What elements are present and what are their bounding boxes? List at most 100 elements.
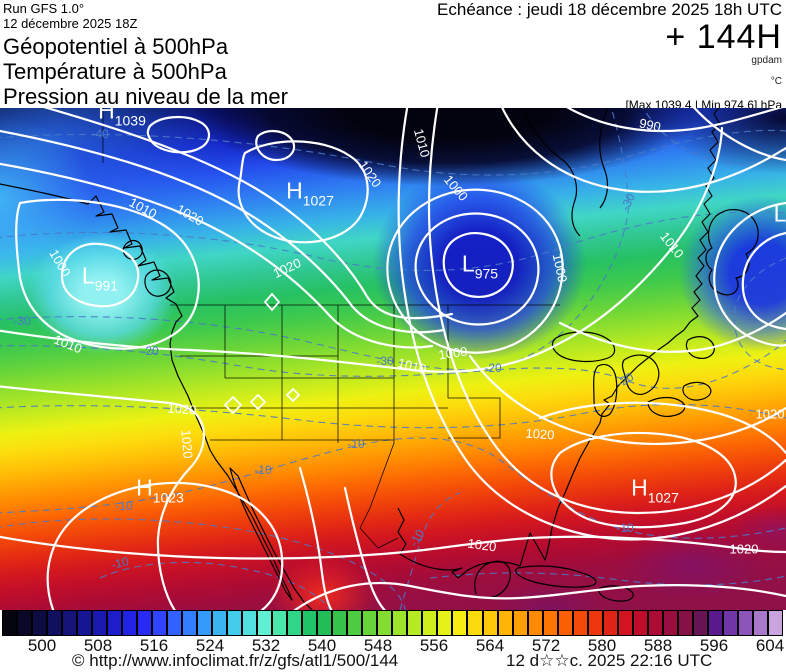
scale-cell — [63, 611, 77, 635]
scale-cell — [483, 611, 497, 635]
run-date-label: 12 décembre 2025 18Z — [3, 16, 138, 31]
scale-cell — [348, 611, 362, 635]
color-scale-bar — [2, 610, 783, 636]
isotherm-label: -30 — [617, 191, 639, 213]
scale-cell — [3, 611, 17, 635]
isobar-label: 1000 — [46, 246, 74, 280]
scale-tick-label: 596 — [699, 636, 729, 655]
isobar-label: 1000 — [440, 172, 472, 204]
isobar-label: 1020 — [729, 541, 759, 557]
scale-cell — [198, 611, 212, 635]
pressure-center-h1039: H1039 — [98, 108, 146, 129]
title-geopotential: Géopotentiel à 500hPa — [3, 34, 229, 59]
scale-cell — [618, 611, 632, 635]
scale-tick-label: 572 — [531, 636, 561, 655]
scale-cell — [288, 611, 302, 635]
scale-cell — [228, 611, 242, 635]
scale-cell — [633, 611, 647, 635]
scale-labels: 500 508 516 524 532 540 548 556 564 572 580 588 596 6… — [0, 636, 786, 655]
unit-gpdam-label: gpdam — [751, 55, 782, 66]
scale-cell — [423, 611, 437, 635]
scale-cell — [753, 611, 767, 635]
isobar-label: 1020 — [755, 406, 785, 422]
scale-cell — [648, 611, 662, 635]
scale-tick-label: 604 — [755, 636, 785, 655]
isobar-label: 1020 — [525, 425, 555, 443]
scale-cell — [408, 611, 422, 635]
scale-cell — [333, 611, 347, 635]
title-pressure: Pression au niveau de la mer — [3, 84, 288, 109]
isobar-label: 1010 — [396, 355, 428, 377]
isobar-label: 1000 — [437, 343, 469, 363]
isobar-label: 1020 — [167, 400, 197, 418]
isotherm-label: -40 — [91, 127, 109, 141]
isotherm-label: -30 — [376, 354, 394, 368]
scale-cell — [78, 611, 92, 635]
isobar-label: 1000 — [549, 252, 571, 284]
scale-tick-label: 500 — [27, 636, 57, 655]
isobar-label: 1010 — [51, 331, 85, 357]
title-temperature: Température à 500hPa — [3, 59, 227, 84]
scale-cell — [18, 611, 32, 635]
pressure-center-l: L — [773, 200, 786, 227]
isotherm-label: -10 — [616, 521, 634, 535]
pressure-center-l975: L975 — [461, 250, 499, 282]
scale-cell — [153, 611, 167, 635]
pressure-center-l991: L991 — [81, 262, 119, 294]
pressure-center-h1023: H1023 — [136, 474, 184, 506]
footer: © http://www.infoclimat.fr/z/gfs/atl1/50… — [0, 651, 786, 671]
isobar-label: 1010 — [411, 127, 433, 159]
temperature-contours — [0, 108, 786, 610]
isotherm-label: -10 — [254, 463, 272, 477]
header: Run GFS 1.0° 12 décembre 2025 18Z Géopot… — [0, 0, 786, 112]
scale-tick-label: 524 — [195, 636, 225, 655]
scale-tick-label: 588 — [643, 636, 673, 655]
small-contour-pockets — [223, 292, 301, 415]
scale-cell — [363, 611, 377, 635]
scale-cell — [498, 611, 512, 635]
scale-cell — [708, 611, 722, 635]
scale-cell — [678, 611, 692, 635]
scale-cell — [513, 611, 527, 635]
isotherm-label: -20 — [141, 344, 159, 358]
scale-cell — [123, 611, 137, 635]
isotherm-label: -10 — [406, 526, 428, 550]
isotherm-label: -10 — [347, 437, 365, 451]
isobar-label: 1020 — [270, 255, 304, 281]
scale-tick-label: 580 — [587, 636, 617, 655]
pressure-contours — [0, 108, 786, 610]
isobar-label: 1010 — [126, 194, 160, 222]
generation-datetime: 12 d☆☆c. 2025 22:16 UTC — [506, 651, 713, 670]
pressure-center-h1027: H1027 — [286, 177, 334, 209]
map-overlay-svg — [0, 108, 786, 610]
scale-cell — [33, 611, 47, 635]
scale-cell — [468, 611, 482, 635]
isotherm-label: -10 — [109, 553, 131, 573]
isobar-label: 1010 — [657, 228, 687, 262]
scale-tick-label: 516 — [139, 636, 169, 655]
scale-tick-label: 556 — [419, 636, 449, 655]
scale-tick-label: 508 — [83, 636, 113, 655]
scale-cell — [213, 611, 227, 635]
scale-cell — [378, 611, 392, 635]
scale-cell — [243, 611, 257, 635]
scale-cell — [693, 611, 707, 635]
scale-cell — [183, 611, 197, 635]
model-run-label: Run GFS 1.0° — [3, 1, 85, 16]
isobar-label: 990 — [637, 115, 663, 135]
isotherm-label: -30 — [13, 314, 31, 328]
scale-tick-label: 548 — [363, 636, 393, 655]
isotherm-label: -20 — [613, 369, 637, 391]
scale-cell — [528, 611, 542, 635]
scale-cell — [138, 611, 152, 635]
scale-cell — [723, 611, 737, 635]
pressure-center-h1027: H1027 — [631, 474, 679, 506]
unit-celsius-label: °C — [770, 76, 782, 87]
scale-cell — [588, 611, 602, 635]
isotherm-label: -10 — [115, 499, 133, 513]
chart-titles: Géopotentiel à 500hPa Température à 500h… — [3, 34, 288, 109]
scale-cell — [303, 611, 317, 635]
isobar-label: 1020 — [178, 428, 196, 460]
scale-tick-label: 532 — [251, 636, 281, 655]
